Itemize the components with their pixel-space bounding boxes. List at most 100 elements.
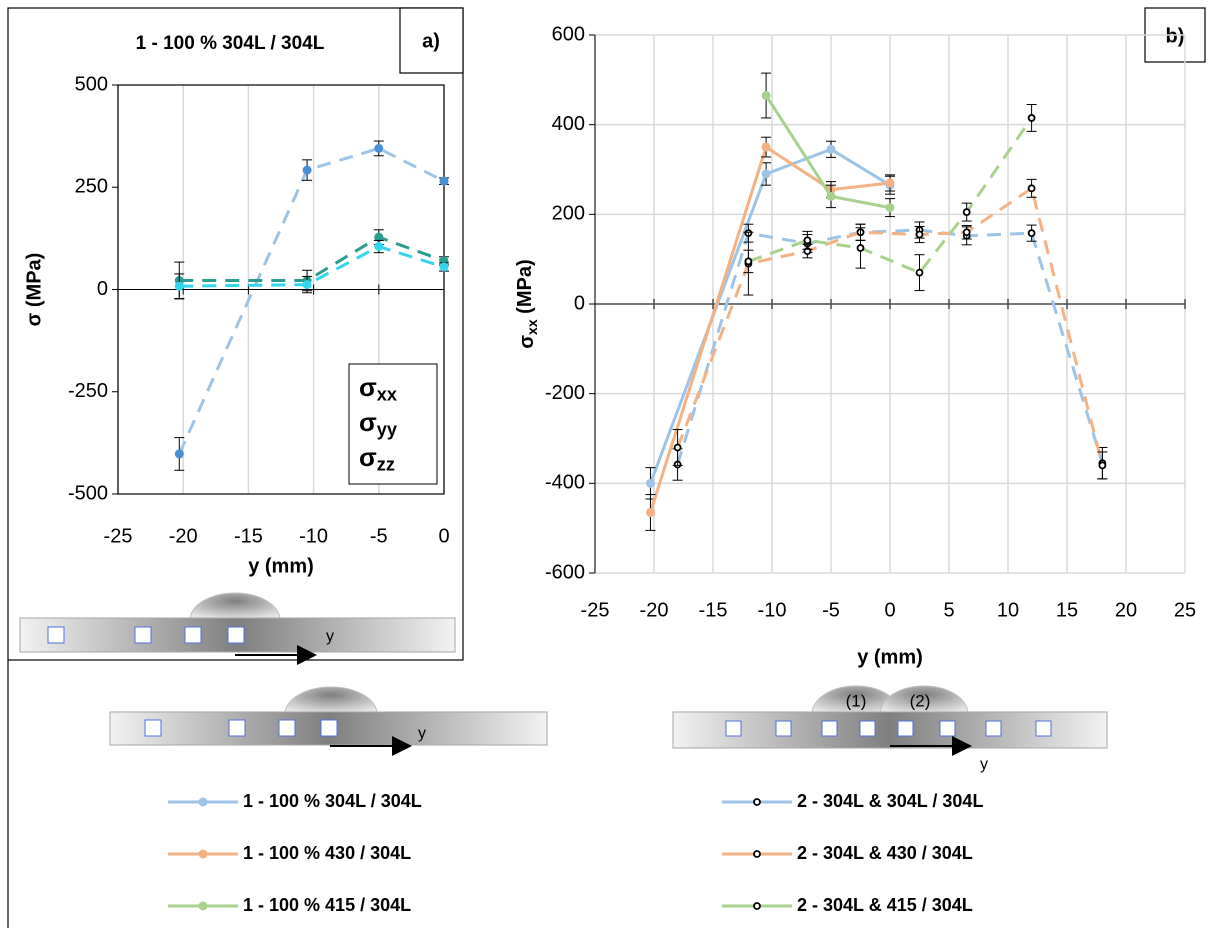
series-line <box>747 117 1033 275</box>
x-tick-label: -5 <box>370 525 388 547</box>
data-point <box>645 478 655 488</box>
measurement-point <box>821 720 838 737</box>
y-tick-label: 200 <box>552 203 585 225</box>
data-point <box>174 281 184 291</box>
weld-schematic: y <box>109 686 548 756</box>
measurement-point <box>1035 720 1052 737</box>
y-tick-label: 0 <box>574 292 585 314</box>
measurement-point <box>897 720 914 737</box>
x-tick-label: 10 <box>997 599 1019 621</box>
measurement-point <box>228 719 246 737</box>
weld-bead <box>284 686 378 715</box>
legend-entry: σyy <box>359 407 398 439</box>
series-line <box>177 146 445 455</box>
x-tick-label: 20 <box>1115 599 1137 621</box>
y-tick-label: -250 <box>68 380 108 402</box>
measurement-point <box>985 720 1002 737</box>
series-line <box>649 144 891 513</box>
panel-frame <box>7 7 464 661</box>
data-point <box>744 257 753 266</box>
measurement-point <box>184 626 202 644</box>
x-tick-label: -25 <box>104 525 133 547</box>
data-point <box>761 91 771 101</box>
schematic-axis-label: y <box>418 725 426 742</box>
schematic-axis-label: y <box>980 756 988 773</box>
y-tick-label: 250 <box>75 176 108 198</box>
legend-entry: 1 - 100 % 304L / 304L <box>243 791 422 811</box>
data-point <box>439 262 449 272</box>
legend-entry: σxx <box>359 372 397 404</box>
pass-label: (2) <box>910 691 931 710</box>
x-tick-label: -20 <box>169 525 198 547</box>
data-point <box>826 191 836 201</box>
weld-bead <box>879 685 969 715</box>
y-tick-label: -200 <box>545 382 585 404</box>
data-point <box>439 176 449 186</box>
y-tick-label: 500 <box>75 73 108 95</box>
legend-marker <box>198 901 208 911</box>
series-line <box>676 185 1104 466</box>
measurement-point <box>227 626 245 644</box>
legend-marker <box>753 798 761 806</box>
legend-entry: 2 - 304L & 415 / 304L <box>797 895 973 915</box>
data-point <box>1027 184 1036 193</box>
y-axis-label: σxx (MPa) <box>514 259 539 348</box>
measurement-point <box>859 720 876 737</box>
legend-marker <box>753 850 761 858</box>
x-tick-label: 0 <box>438 525 449 547</box>
series-line <box>179 244 445 288</box>
x-tick-label: 5 <box>943 599 954 621</box>
measurement-point <box>725 720 742 737</box>
data-point <box>885 203 895 213</box>
y-tick-label: 400 <box>552 113 585 135</box>
measurement-point <box>775 720 792 737</box>
measurement-point <box>320 719 338 737</box>
panel-label-box <box>399 7 464 74</box>
legend-entry: 1 - 100 % 415 / 304L <box>243 895 411 915</box>
data-point <box>374 143 384 153</box>
legend-entry: σzz <box>359 442 395 474</box>
x-axis-label: y (mm) <box>857 646 923 668</box>
y-tick-label: 600 <box>552 23 585 45</box>
chart-title: 1 - 100 % 304L / 304L <box>136 33 325 54</box>
data-point <box>302 280 312 290</box>
y-tick-label: -500 <box>68 482 108 504</box>
x-tick-label: -5 <box>822 599 840 621</box>
pass-label: (1) <box>846 691 867 710</box>
legend-marker <box>198 797 208 807</box>
x-tick-label: 25 <box>1174 599 1196 621</box>
weld-schematic: y (1) (2) <box>672 685 1108 773</box>
plate <box>672 711 1108 749</box>
data-point <box>761 169 771 179</box>
data-point <box>302 165 312 175</box>
data-point <box>962 208 971 216</box>
data-point <box>856 244 865 252</box>
legend-marker <box>753 902 761 910</box>
panel-label: a) <box>422 30 440 52</box>
data-point <box>174 449 184 459</box>
weld-schematic: y <box>19 592 456 665</box>
legend-entry: 1 - 100 % 430 / 304L <box>243 843 411 863</box>
data-point <box>885 178 895 188</box>
legend-marker <box>198 849 208 859</box>
x-tick-label: -10 <box>299 525 328 547</box>
legend-box <box>348 363 438 485</box>
schematic-axis-label: y <box>326 628 334 645</box>
measurement-point <box>134 626 152 644</box>
legend-entry: 2 - 304L & 430 / 304L <box>797 843 973 863</box>
data-point <box>645 507 655 517</box>
x-tick-label: -15 <box>699 599 728 621</box>
x-tick-label: -20 <box>640 599 669 621</box>
data-point <box>374 242 384 252</box>
x-tick-label: -10 <box>758 599 787 621</box>
y-tick-label: -600 <box>545 561 585 583</box>
data-point <box>673 443 682 452</box>
measurement-point <box>278 719 296 737</box>
data-point <box>915 268 924 277</box>
data-point <box>826 144 836 154</box>
x-tick-label: -15 <box>234 525 263 547</box>
legend-entry: 2 - 304L & 304L / 304L <box>797 791 983 811</box>
panel-label: b) <box>1166 25 1185 47</box>
x-tick-label: 15 <box>1056 599 1078 621</box>
